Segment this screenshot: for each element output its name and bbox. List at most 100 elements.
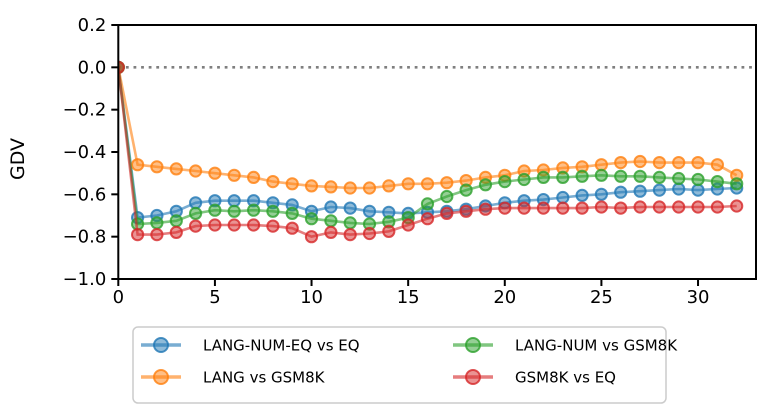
- data-point: [594, 158, 609, 172]
- data-point: [343, 201, 357, 215]
- data-point: [498, 175, 512, 189]
- x-tick-label: 25: [590, 287, 613, 308]
- y-tick-label: −0.8: [63, 227, 107, 248]
- x-tick-label: 20: [493, 287, 516, 308]
- legend-marker: [153, 369, 169, 385]
- data-point: [304, 179, 319, 193]
- data-point: [614, 201, 628, 215]
- data-point: [691, 200, 705, 214]
- legend-label: GSM8K vs EQ: [515, 369, 616, 387]
- data-point: [150, 160, 164, 174]
- data-point: [730, 177, 744, 191]
- data-point: [382, 179, 396, 193]
- data-point: [189, 164, 203, 178]
- y-axis-label: GDV: [7, 138, 29, 180]
- data-point: [324, 214, 338, 228]
- data-point: [208, 166, 222, 180]
- data-point: [478, 202, 493, 216]
- data-point: [652, 183, 667, 197]
- data-point: [691, 172, 705, 187]
- data-point: [710, 200, 725, 214]
- legend: LANG-NUM-EQ vs EQ LANG vs GSM8K LANG-NUM v…: [132, 326, 678, 404]
- data-point: [304, 212, 319, 226]
- data-point: [362, 226, 377, 241]
- legend-label: LANG-NUM-EQ vs EQ: [203, 337, 360, 355]
- data-point: [285, 206, 299, 220]
- data-point: [382, 224, 396, 238]
- data-point: [266, 219, 280, 233]
- data-point: [285, 221, 299, 235]
- data-point: [556, 201, 570, 215]
- data-point: [498, 201, 512, 215]
- data-point: [633, 200, 647, 214]
- data-point: [536, 201, 551, 215]
- data-point: [691, 156, 705, 170]
- data-point: [633, 169, 647, 183]
- legend-box: [132, 326, 667, 404]
- y-tick-label: −0.4: [63, 142, 107, 163]
- y-tick-label: 0.0: [78, 57, 107, 78]
- data-point: [266, 175, 280, 189]
- legend-label: LANG-NUM vs GSM8K: [515, 337, 678, 355]
- legend-marker: [465, 369, 481, 385]
- data-point: [575, 201, 589, 215]
- data-point: [517, 201, 531, 215]
- data-point: [169, 225, 183, 239]
- legend-item: LANG-NUM vs GSM8K: [453, 337, 678, 355]
- data-point: [420, 177, 435, 191]
- data-point: [362, 204, 377, 218]
- data-point: [556, 170, 570, 184]
- data-point: [614, 185, 628, 199]
- data-point: [227, 218, 241, 232]
- data-point: [420, 212, 435, 226]
- data-point: [131, 158, 145, 172]
- data-point: [594, 168, 609, 182]
- data-point: [594, 187, 609, 201]
- y-tick-label: 0.2: [78, 15, 107, 36]
- data-point: [440, 206, 454, 220]
- x-tick-label: 30: [687, 287, 710, 308]
- data-point: [362, 181, 377, 195]
- data-point: [343, 181, 357, 195]
- data-point: [710, 158, 725, 172]
- data-point: [575, 169, 589, 183]
- x-tick-label: 10: [300, 287, 323, 308]
- data-point: [227, 204, 241, 218]
- data-point: [401, 177, 415, 191]
- legend-marker: [153, 337, 169, 353]
- data-point: [440, 176, 454, 190]
- data-point: [710, 175, 725, 189]
- data-point: [652, 156, 667, 170]
- data-point: [304, 230, 319, 244]
- data-point: [247, 170, 261, 184]
- y-tick-label: −0.6: [63, 184, 107, 205]
- data-point: [208, 203, 222, 217]
- y-tick-label: −1.0: [63, 269, 107, 290]
- axes-box: [117, 24, 758, 280]
- legend-marker: [465, 337, 481, 353]
- data-point: [691, 183, 705, 197]
- data-point: [343, 228, 357, 242]
- y-tick-label: −0.2: [63, 100, 107, 121]
- data-point: [285, 177, 299, 191]
- legend-item: LANG vs GSM8K: [141, 369, 326, 387]
- data-point: [459, 183, 473, 197]
- data-point: [208, 218, 222, 232]
- data-point: [517, 172, 531, 187]
- series-group: [118, 60, 744, 244]
- data-point: [324, 225, 338, 239]
- data-point: [652, 200, 667, 214]
- data-point: [420, 197, 435, 211]
- data-point: [730, 199, 744, 213]
- data-point: [594, 200, 609, 214]
- data-point: [247, 218, 261, 232]
- series-2: [118, 60, 744, 195]
- data-point: [247, 203, 261, 217]
- data-point: [150, 216, 164, 230]
- data-point: [652, 170, 667, 184]
- data-point: [189, 219, 203, 233]
- legend-item: LANG-NUM-EQ vs EQ: [141, 337, 360, 355]
- legend-label: LANG vs GSM8K: [203, 369, 326, 387]
